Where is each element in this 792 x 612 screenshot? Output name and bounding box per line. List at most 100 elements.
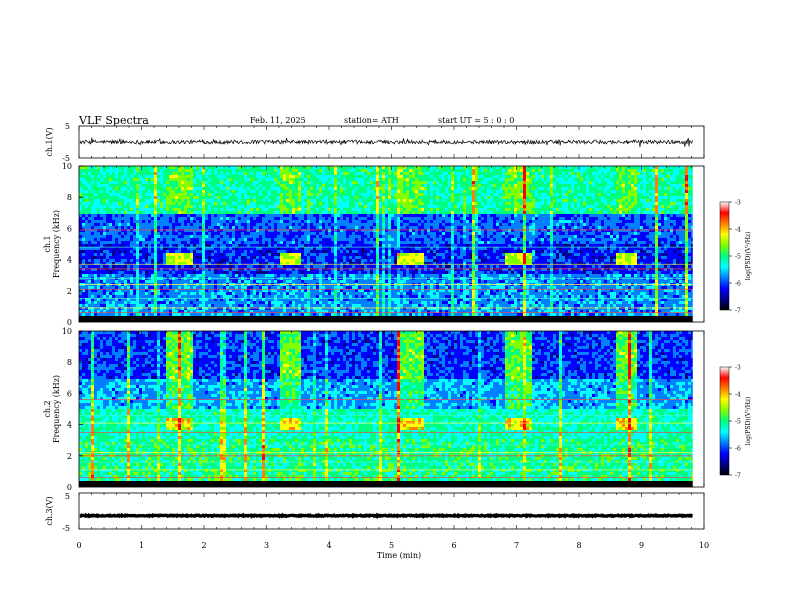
ch1-spectrogram-cell <box>220 304 224 308</box>
ch1-spectrogram-cell <box>280 250 284 254</box>
ch1-spectrogram-cell <box>241 289 245 293</box>
ch1-spectrogram-cell <box>325 199 329 203</box>
ch1-spectrogram-cell <box>121 220 125 224</box>
ch1-spectrogram-cell <box>361 247 365 251</box>
ch1-spectrogram-cell <box>133 259 137 263</box>
ch1-spectrogram-cell <box>208 229 212 233</box>
ch1-spectrogram-cell <box>118 223 122 227</box>
ch1-spectrogram-cell <box>190 271 194 275</box>
ch1-spectrogram-cell <box>163 265 167 269</box>
ch1-spectrogram-cell <box>331 178 335 182</box>
ch1-spectrogram-cell <box>337 220 341 224</box>
ch1-spectrogram-cell <box>274 268 278 272</box>
ch1-spectrogram-cell <box>124 310 128 314</box>
ch1-spectrogram-cell <box>109 187 113 191</box>
ch1-spectrogram-cell <box>253 232 257 236</box>
ch1-spectrogram-cell <box>313 175 317 179</box>
ch1-spectrogram-cell <box>229 184 233 188</box>
ch1-spectrogram-cell <box>298 238 302 242</box>
ch1-spectrogram-cell <box>130 175 134 179</box>
ch1-spectrogram-cell <box>103 268 107 272</box>
ch1-spectrogram-cell <box>82 319 86 323</box>
ch1-spectrogram-cell <box>319 280 323 284</box>
ch1-spectrogram-cell <box>304 226 308 230</box>
ch1-spectrogram-cell <box>334 289 338 293</box>
ch1-spectrogram-cell <box>106 229 110 233</box>
ch1-spectrogram-cell <box>256 304 260 308</box>
ch1-spectrogram-cell <box>319 184 323 188</box>
ch1-spectrogram-cell <box>232 205 236 209</box>
ch1-spectrogram-cell <box>94 280 98 284</box>
ch1-spectrogram-cell <box>127 271 131 275</box>
ch1-spectrogram-cell <box>130 295 134 299</box>
ch1-spectrogram-cell <box>343 217 347 221</box>
ch1-spectrogram-cell <box>94 220 98 224</box>
ch1-spectrogram-cell <box>160 211 164 215</box>
ch1-spectrogram-cell <box>331 172 335 176</box>
ch1-spectrogram-cell <box>364 235 368 239</box>
ch1-spectrogram-cell <box>88 229 92 233</box>
ch1-spectrogram-cell <box>220 193 224 197</box>
ch1-spectrogram-cell <box>97 187 101 191</box>
ch1-spectrogram-cell <box>331 298 335 302</box>
ch1-spectrogram-cell <box>304 271 308 275</box>
ch1-spectrogram-cell <box>151 232 155 236</box>
ch1-spectrogram-cell <box>148 265 152 269</box>
ch1-spectrogram-cell <box>133 319 137 323</box>
ch1-spectrogram-cell <box>220 286 224 290</box>
ch1-spectrogram-cell <box>349 295 353 299</box>
ch1-spectrogram-cell <box>139 223 143 227</box>
ch1-spectrogram-cell <box>112 184 116 188</box>
ch1-spectrogram-cell <box>241 202 245 206</box>
ch1-spectrogram-cell <box>181 316 185 320</box>
ch1-spectrogram-cell <box>271 172 275 176</box>
ch1-spectrogram-cell <box>130 241 134 245</box>
ch1-spectrogram-cell <box>358 235 362 239</box>
ch1-spectrogram-cell <box>361 205 365 209</box>
ch1-spectrogram-cell <box>313 217 317 221</box>
ch1-spectrogram-cell <box>88 256 92 260</box>
ch1-spectrogram-cell <box>154 169 158 173</box>
ch1-spectrogram-cell <box>340 298 344 302</box>
ch1-spectrogram-cell <box>85 211 89 215</box>
ch1-spectrogram-cell <box>331 196 335 200</box>
ch1-spectrogram-cell <box>166 166 170 170</box>
ch1-spectrogram-cell <box>346 226 350 230</box>
ch1-spectrogram-cell <box>343 169 347 173</box>
ch1-spectrogram-cell <box>109 175 113 179</box>
ch1-spectrogram-cell <box>100 217 104 221</box>
ch1-spectrogram-cell <box>307 310 311 314</box>
ch1-spectrogram-cell <box>289 229 293 233</box>
ch1-spectrogram-cell <box>112 262 116 266</box>
ch1-spectrogram-cell <box>130 304 134 308</box>
ch1-spectrogram-cell <box>205 316 209 320</box>
ch1-spectrogram-cell <box>274 169 278 173</box>
ch1-spectrogram-cell <box>322 298 326 302</box>
ch1-spectrogram-cell <box>166 187 170 191</box>
ch1-spectrogram-cell <box>364 199 368 203</box>
ch1-spectrogram-cell <box>346 181 350 185</box>
ch1-spectrogram-cell <box>283 244 287 248</box>
ch1-spectrogram-cell <box>295 232 299 236</box>
ch1-spectrogram-cell <box>307 244 311 248</box>
ch1-spectrogram-cell <box>352 184 356 188</box>
ch1-spectrogram-cell <box>142 202 146 206</box>
ch1-spectrogram-cell <box>235 292 239 296</box>
ch1-spectrogram-cell <box>118 310 122 314</box>
ch1-spectrogram-cell <box>139 262 143 266</box>
ch1-spectrogram-cell <box>283 250 287 254</box>
ch1-spectrogram-cell <box>319 178 323 182</box>
ch1-spectrogram-cell <box>214 292 218 296</box>
ch1-spectrogram-cell <box>94 289 98 293</box>
ch1-spectrogram-cell <box>127 247 131 251</box>
ch1-spectrogram-cell <box>223 196 227 200</box>
ch1-spectrogram-cell <box>226 256 230 260</box>
ch1-spectrogram-cell <box>334 253 338 257</box>
ch1-spectrogram-cell <box>88 214 92 218</box>
ch1-spectrogram-cell <box>301 205 305 209</box>
ch1-spectrogram-cell <box>358 196 362 200</box>
ch1-ytick-bottom: -5 <box>62 154 70 163</box>
ch1-spectrogram-cell <box>247 319 251 323</box>
ch1-spectrogram-cell <box>229 319 233 323</box>
ch1-spectrogram-cell <box>280 304 284 308</box>
